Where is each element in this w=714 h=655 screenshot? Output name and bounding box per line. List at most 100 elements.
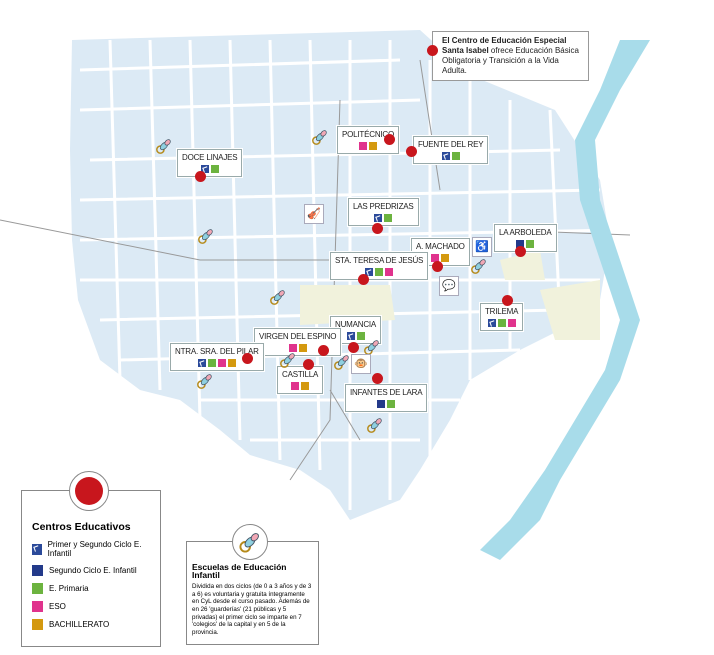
level-c1 xyxy=(441,152,450,160)
legend-swatch xyxy=(32,565,43,576)
legend-swatch xyxy=(32,619,43,630)
note-text: ofrece Educación Básica Obligatoria y Tr… xyxy=(442,46,579,75)
level-c4 xyxy=(507,319,516,327)
school-name: INFANTES DE LARA xyxy=(350,388,423,397)
legend-dot-frame xyxy=(69,471,109,511)
legend-centros: Centros Educativos Primer y Segundo Cicl… xyxy=(21,490,161,647)
school-name: TRILEMA xyxy=(485,307,519,316)
level-c3 xyxy=(210,165,219,173)
school-dot[interactable] xyxy=(515,246,526,257)
legend-swatch xyxy=(32,601,43,612)
school-label[interactable]: DOCE LINAJES xyxy=(177,149,243,177)
legend-swatch xyxy=(32,543,42,555)
note-bold: El Centro de Educación Especial Santa Is… xyxy=(442,36,567,55)
school-label[interactable]: CASTILLA xyxy=(277,366,324,394)
legend-red-dot xyxy=(75,477,103,505)
chat-icon[interactable]: 💬 xyxy=(439,276,459,296)
river xyxy=(480,40,650,560)
level-c1 xyxy=(374,214,383,222)
level-c1 xyxy=(197,359,206,367)
pacifier-icon[interactable] xyxy=(366,416,384,434)
school-name: NUMANCIA xyxy=(335,320,377,329)
level-c1 xyxy=(487,319,496,327)
level-c4 xyxy=(385,268,394,276)
school-name: NTRA. SRA. DEL PILAR xyxy=(175,347,259,356)
school-name: A. MACHADO xyxy=(416,242,465,251)
legend-title: Centros Educativos xyxy=(32,521,131,533)
pacifier-icon[interactable] xyxy=(333,353,351,371)
level-c1 xyxy=(200,165,209,173)
legend-label: BACHILLERATO xyxy=(49,620,110,629)
school-dot[interactable] xyxy=(242,353,253,364)
school-label[interactable]: LA ARBOLEDA xyxy=(494,224,557,252)
level-c2 xyxy=(377,400,386,408)
legend-item: Segundo Ciclo E. Infantil xyxy=(32,565,152,576)
school-name: FUENTE DEL REY xyxy=(418,140,484,149)
level-c3 xyxy=(356,332,365,340)
level-c5 xyxy=(301,382,310,390)
school-dot[interactable] xyxy=(372,373,383,384)
school-label[interactable]: LAS PREDRIZAS xyxy=(348,198,419,226)
level-c4 xyxy=(288,344,297,352)
pacifier-icon xyxy=(239,533,259,553)
level-c3 xyxy=(387,400,396,408)
school-dot[interactable] xyxy=(358,274,369,285)
school-label[interactable]: STA. TERESA DE JESÚS xyxy=(330,252,429,280)
school-dot[interactable] xyxy=(195,171,206,182)
level-c4 xyxy=(217,359,226,367)
level-c3 xyxy=(375,268,384,276)
legend-label: Segundo Ciclo E. Infantil xyxy=(49,566,137,575)
santa-isabel-dot xyxy=(427,45,438,56)
legend-item: ESO xyxy=(32,601,152,612)
school-name: POLITÉCNICO xyxy=(342,130,395,139)
school-name: VIRGEN DEL ESPINO xyxy=(259,332,337,341)
infantil-title: Escuelas de Educación Infantil xyxy=(192,562,287,580)
main-roads xyxy=(0,59,631,481)
pacifier-icon[interactable] xyxy=(196,372,214,390)
school-label[interactable]: VIRGEN DEL ESPINO xyxy=(254,328,342,356)
school-dot[interactable] xyxy=(502,295,513,306)
school-dot[interactable] xyxy=(318,345,329,356)
infantil-icon-frame xyxy=(232,524,268,560)
school-dot[interactable] xyxy=(372,223,383,234)
school-dot[interactable] xyxy=(406,146,417,157)
school-name: LAS PREDRIZAS xyxy=(353,202,414,211)
pacifier-icon[interactable] xyxy=(470,257,488,275)
school-dot[interactable] xyxy=(432,261,443,272)
level-c5 xyxy=(298,344,307,352)
level-c3 xyxy=(384,214,393,222)
legend-label: Primer y Segundo Ciclo E. Infantil xyxy=(47,540,142,558)
infantil-text: Dividida en dos ciclos (de 0 a 3 años y … xyxy=(192,583,312,636)
level-c4 xyxy=(431,254,440,262)
school-name: CASTILLA xyxy=(282,370,319,379)
level-c3 xyxy=(526,240,535,248)
pacifier-icon[interactable] xyxy=(155,137,173,155)
pacifier-icon[interactable] xyxy=(363,338,381,356)
school-dot[interactable] xyxy=(384,134,395,145)
legend-item: Primer y Segundo Ciclo E. Infantil xyxy=(32,540,152,558)
level-c4 xyxy=(359,142,368,150)
school-name: LA ARBOLEDA xyxy=(499,228,552,237)
level-c3 xyxy=(451,152,460,160)
pacifier-icon[interactable] xyxy=(311,128,329,146)
level-c1 xyxy=(365,268,374,276)
school-label[interactable]: TRILEMA xyxy=(480,303,524,331)
pacifier-icon[interactable] xyxy=(279,351,297,369)
level-c5 xyxy=(441,254,450,262)
special-center-icon[interactable]: ♿ xyxy=(472,237,492,257)
school-name: DOCE LINAJES xyxy=(182,153,238,162)
school-label[interactable]: FUENTE DEL REY xyxy=(413,136,489,164)
level-c4 xyxy=(291,382,300,390)
school-label[interactable]: INFANTES DE LARA xyxy=(345,384,428,412)
violin-icon[interactable]: 🎻 xyxy=(304,204,324,224)
monkey-icon[interactable]: 🐵 xyxy=(351,354,371,374)
level-c2 xyxy=(516,240,525,248)
school-dot[interactable] xyxy=(348,342,359,353)
legend-label: E. Primaria xyxy=(49,584,89,593)
santa-isabel-note: El Centro de Educación Especial Santa Is… xyxy=(432,31,589,81)
pacifier-icon[interactable] xyxy=(269,288,287,306)
school-dot[interactable] xyxy=(303,359,314,370)
school-name: STA. TERESA DE JESÚS xyxy=(335,256,424,265)
legend-item: BACHILLERATO xyxy=(32,619,152,630)
pacifier-icon[interactable] xyxy=(197,227,215,245)
